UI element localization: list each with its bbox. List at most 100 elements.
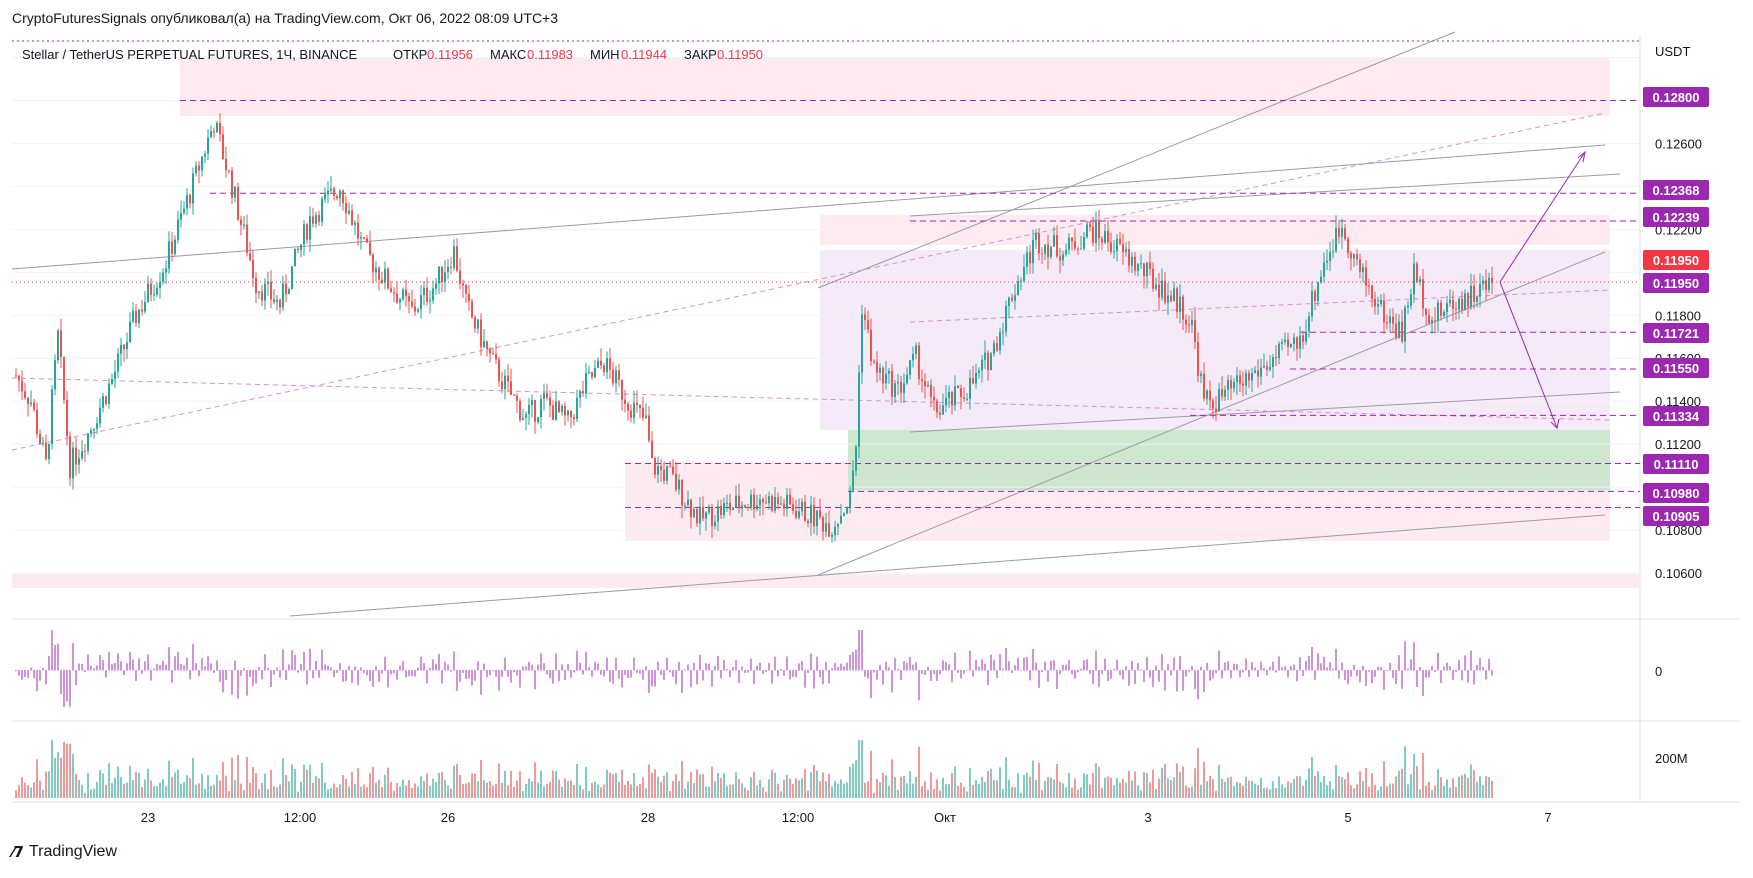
candle <box>231 170 233 198</box>
candle <box>921 379 923 382</box>
oscillator-bar <box>1461 670 1463 681</box>
candle <box>630 410 632 418</box>
candle <box>1233 382 1235 389</box>
candle <box>879 367 881 373</box>
candle <box>615 370 617 384</box>
oscillator-bar <box>714 665 716 671</box>
oscillator-bar <box>1062 664 1064 671</box>
oscillator-bar <box>141 670 143 674</box>
candle <box>252 259 254 279</box>
volume-bar <box>387 767 389 798</box>
candle <box>1203 373 1205 399</box>
oscillator-bar <box>603 670 605 677</box>
footer-brand-text[interactable]: TradingView <box>28 843 117 860</box>
candle <box>693 508 695 518</box>
candle <box>789 494 791 505</box>
volume-bar <box>1209 775 1211 798</box>
oscillator-bar <box>1032 648 1034 671</box>
oscillator-bar <box>507 670 509 677</box>
candle <box>1431 319 1433 324</box>
oscillator-bar <box>876 670 878 680</box>
volume-bar <box>300 781 302 798</box>
oscillator-bar <box>1341 662 1343 671</box>
candle <box>903 383 905 393</box>
oscillator-bar <box>837 666 839 671</box>
candle <box>882 367 884 384</box>
oscillator-bar <box>1368 670 1370 672</box>
oscillator-bar <box>1290 666 1292 671</box>
candle <box>603 365 605 373</box>
currency-label: USDT <box>1655 44 1690 59</box>
oscillator-bar <box>159 664 161 671</box>
candle <box>114 371 116 379</box>
oscillator-bar <box>1281 667 1283 671</box>
candle <box>993 343 995 354</box>
candle <box>522 417 524 421</box>
volume-bar <box>561 786 563 798</box>
oscillator-bar <box>498 670 500 691</box>
oscillator-bar <box>324 664 326 671</box>
candle <box>219 123 221 135</box>
candle <box>717 505 719 522</box>
oscillator-bar <box>393 670 395 674</box>
candle <box>759 499 761 506</box>
volume-bar <box>507 785 509 798</box>
volume-bar <box>117 766 119 798</box>
oscillator-bar <box>1338 670 1340 679</box>
oscillator-bar <box>1104 658 1106 671</box>
volume-bar <box>603 784 605 798</box>
high-label: МАКС <box>490 47 526 62</box>
volume-bar <box>861 740 863 798</box>
x-tick-label: 28 <box>641 810 655 825</box>
volume-bar <box>417 786 419 798</box>
oscillator-bar <box>687 664 689 671</box>
candle <box>1263 365 1265 368</box>
tradingview-logo-icon: ⁄7 <box>12 843 24 861</box>
oscillator-bar <box>261 670 263 680</box>
candle <box>1374 298 1376 307</box>
candle <box>15 375 17 377</box>
volume-bar <box>978 783 980 798</box>
oscillator-bar <box>801 661 803 671</box>
oscillator-bar <box>375 665 377 671</box>
volume-bar <box>396 782 398 798</box>
volume-bar <box>129 765 131 798</box>
oscillator-bar <box>819 670 821 678</box>
oscillator-bar <box>711 670 713 687</box>
candle <box>609 358 611 370</box>
candle <box>1173 288 1175 302</box>
oscillator-bar <box>294 654 296 671</box>
oscillator-bar <box>420 656 422 671</box>
candle <box>528 404 530 415</box>
candle <box>948 391 950 398</box>
projection-arrow-down <box>1499 281 1558 429</box>
candle <box>414 306 416 312</box>
oscillator-bar <box>1458 660 1460 671</box>
volume-bar <box>645 788 647 798</box>
oscillator-bar <box>165 664 167 671</box>
trend-line <box>909 173 1621 217</box>
candle <box>465 285 467 294</box>
candle <box>1176 288 1178 312</box>
candle <box>744 505 746 508</box>
candle <box>51 389 53 444</box>
volume-bar <box>198 783 200 798</box>
candle <box>828 523 830 537</box>
volume-bar <box>1110 777 1112 798</box>
oscillator-bar <box>309 648 311 671</box>
volume-bar <box>543 786 545 798</box>
oscillator-bar <box>828 670 830 684</box>
volume-bar <box>1083 773 1085 798</box>
volume-bar <box>1263 788 1265 798</box>
oscillator-bar <box>483 663 485 671</box>
candle <box>873 361 875 363</box>
oscillator-bar <box>894 658 896 671</box>
candle <box>777 497 779 504</box>
volume-bar <box>1269 789 1271 798</box>
candle <box>1065 249 1067 255</box>
oscillator-bar <box>885 661 887 671</box>
oscillator-bar <box>810 653 812 671</box>
candle <box>591 371 593 378</box>
volume-bar <box>486 782 488 798</box>
